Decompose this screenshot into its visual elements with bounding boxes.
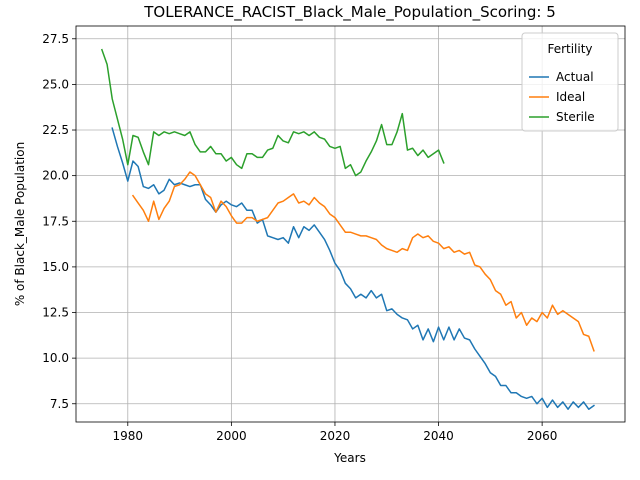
y-tick-label: 17.5	[42, 214, 69, 228]
x-tick-label: 1980	[113, 429, 144, 443]
x-tick-label: 2000	[216, 429, 247, 443]
y-tick-label: 10.0	[42, 351, 69, 365]
y-tick-label: 20.0	[42, 169, 69, 183]
y-tick-label: 12.5	[42, 306, 69, 320]
y-tick-label: 7.5	[50, 397, 69, 411]
x-axis-label: Years	[333, 451, 366, 465]
chart-title: TOLERANCE_RACIST_Black_Male_Population_S…	[143, 3, 556, 22]
series-layer	[100, 48, 595, 410]
legend-label-sterile: Sterile	[556, 110, 595, 124]
y-tick-label: 22.5	[42, 123, 69, 137]
x-tick-label: 2020	[320, 429, 351, 443]
series-line-actual	[111, 127, 595, 410]
tick-layer: 1980 2000 2020 2040 2060 7.5 10.0 12.5 15.0 17.5 2…	[42, 32, 557, 443]
series-line-sterile	[100, 48, 445, 177]
legend-label-actual: Actual	[556, 70, 594, 84]
y-tick-label: 25.0	[42, 77, 69, 91]
legend-entries: Actual Ideal Sterile	[529, 70, 595, 124]
x-tick-label: 2040	[423, 429, 454, 443]
legend-label-ideal: Ideal	[556, 90, 585, 104]
series-line-ideal	[131, 171, 595, 352]
legend-title: Fertility	[547, 42, 592, 56]
y-axis-label: % of Black_Male Population	[13, 142, 27, 306]
legend: Fertility Actual Ideal Sterile	[521, 32, 619, 132]
legend-box	[521, 32, 619, 132]
plot-frame	[75, 25, 626, 423]
y-tick-label: 27.5	[42, 32, 69, 46]
y-tick-label: 15.0	[42, 260, 69, 274]
x-tick-label: 2060	[527, 429, 558, 443]
